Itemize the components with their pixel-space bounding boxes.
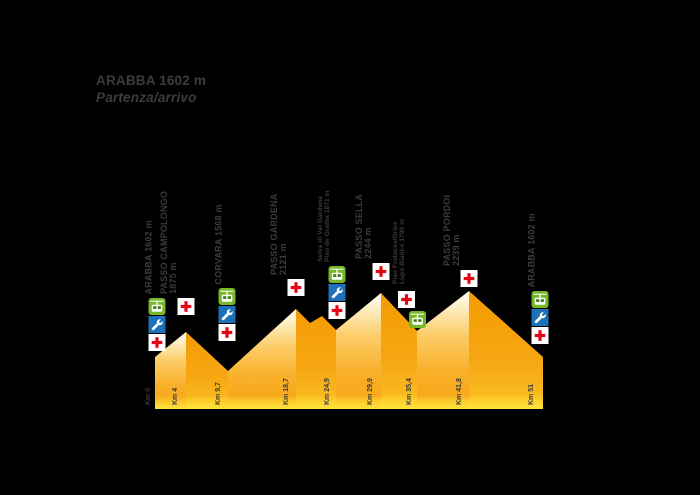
km-label: Km 0 (145, 387, 152, 405)
service-icons (329, 266, 346, 319)
station-label: PASSO CAMPOLONGO 1875 m (159, 191, 178, 294)
red-cross-icon (532, 327, 549, 344)
km-label: Km 18,7 (283, 378, 290, 405)
station-name: CORVARA 1568 m (213, 203, 224, 284)
km-label: Km 4 (172, 387, 179, 405)
service-icons (149, 298, 166, 351)
station-label: PASSO GARDENA 2121 m (269, 194, 288, 275)
station-name: ARABBA 1602 m (143, 219, 154, 294)
red-cross-icon (373, 263, 390, 280)
service-icons (532, 291, 549, 344)
station-label: PASSO SELLA 2244 m (354, 194, 373, 259)
service-icons (461, 270, 478, 287)
start-finish-subtitle: Partenza/arrivo (96, 90, 197, 105)
climb-segment-pordoi (417, 291, 469, 409)
service-icons (178, 298, 195, 315)
red-cross-icon (329, 302, 346, 319)
station-elevation: 2244 m (362, 227, 373, 259)
descent-segment-lupobianco (381, 293, 417, 409)
station-label: ARABBA 1602 m (143, 219, 154, 294)
km-label: Km 29,9 (367, 378, 374, 405)
descent-segment-corvara (186, 332, 228, 409)
service-icons (398, 291, 426, 328)
station-label: CORVARA 1568 m (213, 203, 224, 284)
service-icons (219, 288, 236, 341)
red-cross-icon (398, 291, 415, 308)
cable-car-icon (329, 266, 346, 283)
climb-segment-campolongo (155, 332, 186, 409)
service-icons (288, 279, 305, 296)
station-elevation: 2239 m (450, 234, 461, 266)
cable-car-icon (219, 288, 236, 305)
station-name: ARABBA 1602 m (526, 212, 537, 287)
start-location-title: ARABBA 1602 m (96, 73, 207, 88)
km-label: Km 51 (528, 383, 535, 405)
station-label: PASSO PORDOI 2239 m (442, 195, 461, 266)
descent-segment-arabba (469, 291, 543, 409)
climb-segment-sella (336, 293, 381, 409)
km-label: Km 41,8 (456, 378, 463, 405)
cable-car-icon (149, 298, 166, 315)
station-label: ARABBA 1602 m (526, 212, 537, 287)
climb-segment-gardena (228, 309, 296, 409)
station-label: Selva di Val Gardena Plan de Gralba 1871… (317, 190, 331, 262)
wrench-icon (149, 316, 166, 333)
station-elevation: 2121 m (277, 243, 288, 275)
red-cross-icon (178, 298, 195, 315)
km-label: Km 9,7 (215, 382, 222, 405)
station-label: Pian Frataces/Gries Lupo Bianco 1790 m (392, 218, 406, 284)
cable-car-icon (409, 311, 426, 328)
wrench-icon (219, 306, 236, 323)
red-cross-icon (461, 270, 478, 287)
baseline-glow (155, 395, 543, 409)
km-label: Km 35,4 (406, 378, 413, 405)
descent-segment-plandegralba (296, 309, 336, 409)
cable-car-icon (532, 291, 549, 308)
station-elevation: Plan de Gralba 1871 m (323, 190, 331, 262)
wrench-icon (329, 284, 346, 301)
wrench-icon (532, 309, 549, 326)
km-label: Km 24,9 (324, 378, 331, 405)
red-cross-icon (219, 324, 236, 341)
red-cross-icon (288, 279, 305, 296)
red-cross-icon (149, 334, 166, 351)
station-elevation: 1875 m (167, 262, 178, 294)
page-title: ARABBA 1602 m Partenza/arrivo (96, 72, 206, 106)
station-elevation: Lupo Bianco 1790 m (398, 218, 406, 284)
service-icons (373, 263, 390, 280)
